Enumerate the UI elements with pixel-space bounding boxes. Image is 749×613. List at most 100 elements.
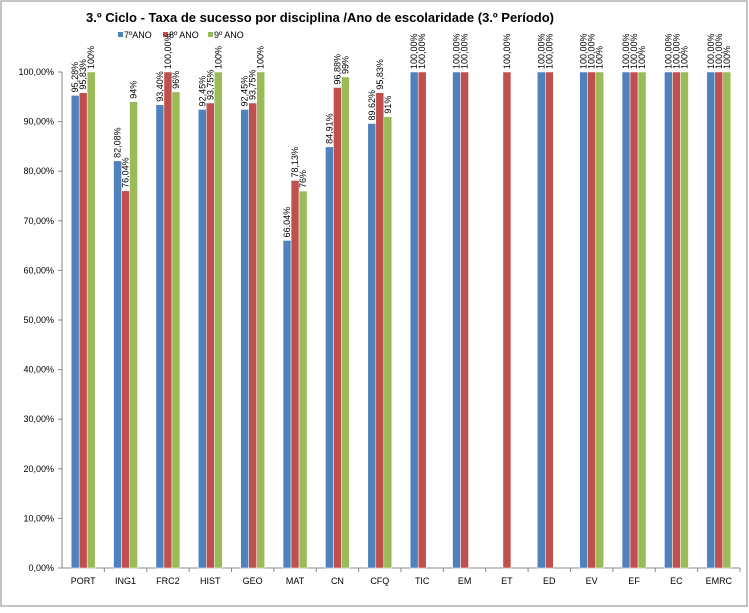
bar	[171, 91, 181, 569]
bar	[282, 240, 292, 569]
value-label: 96,88%	[332, 54, 342, 85]
y-tick-label: 40,00%	[23, 365, 54, 375]
y-tick-label: 10,00%	[23, 513, 54, 523]
value-label: 100,00%	[163, 33, 173, 69]
x-tick-label: FRC2	[156, 576, 180, 586]
bar	[214, 71, 223, 569]
value-label: 100,00%	[587, 33, 597, 69]
value-label: 100,00%	[621, 33, 631, 69]
x-tick-label: EM	[458, 576, 472, 586]
value-label: 100,00%	[409, 33, 419, 69]
bar	[129, 101, 138, 569]
value-label: 100,00%	[536, 33, 546, 69]
value-label: 100%	[679, 46, 689, 69]
bar	[714, 71, 724, 569]
bar	[417, 71, 427, 569]
value-label: 100,00%	[579, 33, 589, 69]
bar	[240, 109, 249, 569]
bar	[537, 71, 546, 569]
y-tick-label: 50,00%	[23, 315, 54, 325]
x-tick-label: MAT	[286, 576, 305, 586]
y-tick-label: 100,00%	[18, 67, 54, 77]
value-label: 93,75%	[205, 69, 215, 100]
bar	[78, 92, 88, 569]
value-label: 100,00%	[452, 33, 462, 69]
value-label: 100,00%	[663, 33, 673, 69]
y-tick-label: 0,00%	[28, 563, 54, 573]
value-label: 100%	[637, 46, 647, 69]
x-tick-label: PORT	[71, 576, 96, 586]
bar	[409, 71, 419, 569]
bar	[629, 71, 639, 569]
value-label: 84,91%	[324, 113, 334, 144]
chart-title: 3.º Ciclo - Taxa de sucesso por discipli…	[86, 10, 554, 25]
bar	[375, 92, 385, 569]
bar	[460, 71, 469, 569]
value-label: 82,08%	[113, 127, 123, 158]
value-label: 100%	[256, 46, 266, 69]
value-label: 76,04%	[121, 157, 131, 188]
y-tick-label: 90,00%	[23, 117, 54, 127]
x-tick-label: EF	[628, 576, 640, 586]
value-label: 93,75%	[248, 69, 258, 100]
legend-label: 9º ANO	[214, 30, 244, 40]
bar	[664, 71, 673, 569]
bar	[155, 104, 165, 569]
value-label: 100%	[213, 46, 223, 69]
value-label: 92,45%	[197, 76, 207, 107]
bar	[163, 71, 173, 569]
x-tick-label: TIC	[415, 576, 430, 586]
bar	[545, 71, 554, 569]
bar	[502, 71, 512, 569]
legend-swatch	[208, 32, 213, 37]
bar	[256, 71, 265, 569]
bar	[86, 71, 96, 569]
legend-swatch	[163, 32, 168, 37]
value-label: 94%	[129, 81, 139, 99]
y-tick-label: 30,00%	[23, 414, 54, 424]
bar	[298, 190, 308, 569]
value-label: 100%	[595, 46, 605, 69]
x-tick-label: CFQ	[370, 576, 389, 586]
value-label: 100%	[722, 46, 732, 69]
x-tick-label: EV	[586, 576, 598, 586]
bar	[248, 102, 257, 569]
value-label: 66,04%	[282, 207, 292, 238]
bar	[70, 95, 80, 569]
value-label: 91%	[383, 96, 393, 114]
legend-swatch	[118, 32, 123, 37]
value-label: 100,00%	[502, 33, 512, 69]
x-tick-label: ED	[543, 576, 556, 586]
y-tick-label: 60,00%	[23, 265, 54, 275]
bar	[290, 180, 300, 569]
bar	[621, 71, 631, 569]
bar	[706, 71, 716, 569]
y-tick-label: 80,00%	[23, 166, 54, 176]
bar	[680, 71, 689, 569]
x-tick-label: EC	[670, 576, 683, 586]
x-tick-label: ING1	[115, 576, 136, 586]
bar	[198, 109, 207, 569]
x-tick-label: CN	[331, 576, 344, 586]
bar	[587, 71, 596, 569]
value-label: 76%	[298, 170, 308, 188]
bar	[637, 71, 647, 569]
bar	[206, 102, 215, 569]
value-label: 100,00%	[460, 33, 470, 69]
bar	[121, 190, 130, 569]
value-label: 100,00%	[417, 33, 427, 69]
value-label: 100,00%	[544, 33, 554, 69]
value-label: 95,83%	[78, 59, 88, 90]
value-label: 95,83%	[375, 59, 385, 90]
bar	[325, 146, 334, 569]
bar	[367, 123, 377, 569]
value-label: 99%	[340, 56, 350, 74]
legend-label: 7ºANO	[124, 30, 152, 40]
value-label: 100,00%	[629, 33, 639, 69]
bar	[383, 116, 393, 569]
value-label: 100,00%	[714, 33, 724, 69]
legend-label: 8º ANO	[169, 30, 199, 40]
bar	[341, 76, 350, 569]
value-label: 95,28%	[70, 62, 80, 93]
